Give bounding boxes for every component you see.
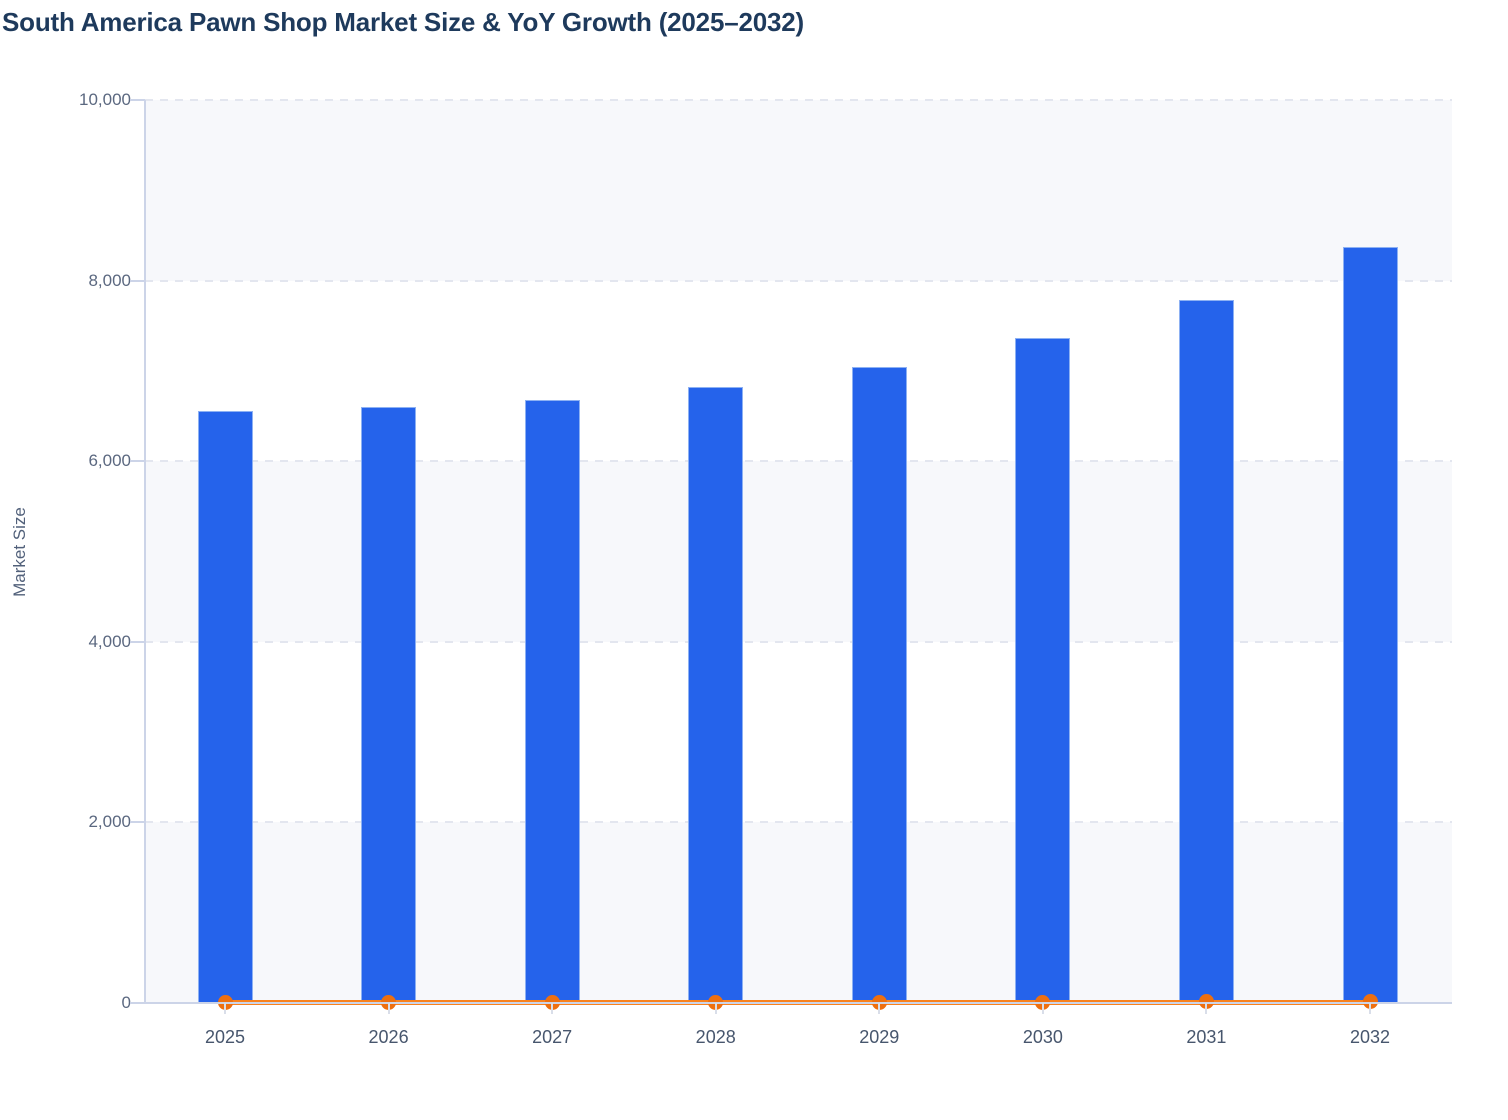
x-tick-mark (551, 1003, 554, 1014)
x-tick-label-2029: 2029 (859, 1027, 900, 1047)
bar-2029[interactable] (851, 367, 907, 1003)
x-tick-label-2027: 2027 (532, 1027, 573, 1047)
bar-2028[interactable] (688, 387, 744, 1003)
y-tick-label-8000: 8,000 (88, 270, 131, 290)
x-tick-label-2025: 2025 (204, 1027, 246, 1047)
plot-area (145, 99, 1452, 1010)
gridline-6000 (145, 460, 1452, 463)
x-tick-label-2030: 2030 (1022, 1027, 1063, 1047)
x-tick-label-2032: 2032 (1349, 1027, 1391, 1047)
x-tick-mark (387, 1003, 390, 1014)
plot-band (145, 461, 1452, 642)
chart-title: South America Pawn Shop Market Size & Yo… (2, 7, 804, 37)
y-tick-label-0: 0 (121, 993, 131, 1012)
y-tick-label-10000: 10,000 (79, 90, 131, 109)
plot-band (145, 822, 1452, 1003)
y-tick-label-2000: 2,000 (88, 812, 131, 832)
x-tick-mark (1041, 1003, 1044, 1014)
y-axis-line (144, 100, 146, 1004)
gridline-4000 (145, 640, 1452, 643)
x-tick-label-2028: 2028 (695, 1027, 736, 1047)
yoy-growth-marker-2031[interactable] (1198, 994, 1214, 1010)
gridline-8000 (145, 279, 1452, 282)
bar-2025[interactable] (197, 410, 253, 1003)
bar-2026[interactable] (361, 407, 417, 1003)
y-tick-mark (130, 640, 145, 643)
bar-2031[interactable] (1178, 300, 1234, 1003)
x-tick-mark (714, 1003, 717, 1014)
y-tick-mark (130, 99, 145, 101)
y-tick-mark (130, 1002, 145, 1004)
y-tick-mark (130, 279, 145, 282)
y-tick-label-4000: 4,000 (88, 631, 131, 651)
y-axis-title-text: Market Size (10, 506, 29, 597)
x-tick-mark (1369, 1003, 1371, 1014)
bar-2027[interactable] (524, 399, 580, 1003)
x-tick-label-2026: 2026 (368, 1027, 409, 1047)
gridline-10000 (145, 99, 1452, 101)
yoy-growth-marker-2032[interactable] (1362, 994, 1378, 1010)
y-tick-label-6000: 6,000 (88, 451, 131, 471)
x-tick-mark (224, 1003, 226, 1014)
x-tick-mark (878, 1003, 881, 1014)
x-axis-line (145, 1002, 1452, 1004)
y-tick-mark (130, 821, 145, 824)
y-tick-mark (130, 460, 145, 463)
x-tick-label-2031: 2031 (1186, 1027, 1227, 1047)
bar-2030[interactable] (1015, 338, 1071, 1003)
bar-2032[interactable] (1342, 247, 1398, 1003)
x-tick-mark (1205, 1003, 1208, 1014)
plot-band (145, 100, 1452, 281)
gridline-2000 (145, 821, 1452, 824)
y-axis-title: Market Size (0, 100, 40, 1003)
